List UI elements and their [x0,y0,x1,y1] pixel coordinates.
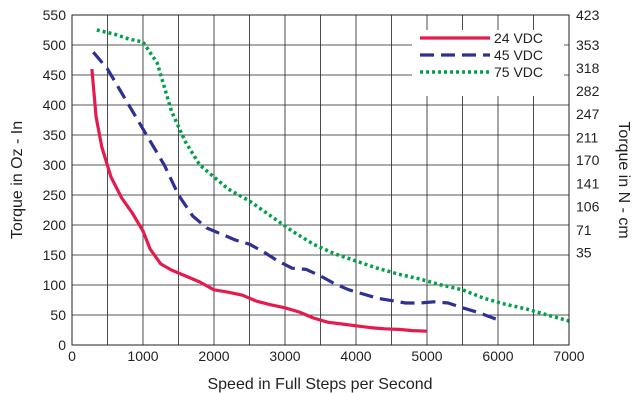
y2-tick-label: 247 [576,106,600,122]
legend-label: 45 VDC [494,47,543,63]
legend-box [412,30,564,96]
x-axis-ticks: 0 1000 2000 3000 4000 5000 6000 7000 [68,348,585,364]
plot-frame [71,14,570,346]
x-tick-label: 0 [68,348,76,364]
x-tick-label: 4000 [340,348,371,364]
y-tick-label: 300 [43,157,67,173]
y2-axis-ticks: 423 353 318 282 247 211 170 141 106 71 35 [576,7,600,261]
legend-label: 75 VDC [494,64,543,80]
y2-tick-label: 35 [576,245,592,261]
y-tick-label: 550 [43,7,67,23]
series-line-75-vdc [96,28,570,323]
y-tick-label: 50 [50,307,66,323]
y2-tick-label: 282 [576,83,600,99]
y-tick-label: 150 [43,247,67,263]
x-tick-label: 2000 [198,348,229,364]
y-tick-label: 500 [43,37,67,53]
series-line-24-vdc [90,68,428,333]
x-tick-label: 7000 [553,348,584,364]
y-tick-label: 450 [43,67,67,83]
y-tick-label: 200 [43,217,67,233]
y2-tick-label: 170 [576,152,600,168]
grid [72,15,569,345]
y-tick-label: 0 [58,337,66,353]
y-tick-label: 100 [43,277,67,293]
x-axis-title: Speed in Full Steps per Second [207,376,432,393]
y-tick-label: 400 [43,97,67,113]
y-tick-label: 350 [43,127,67,143]
y2-axis-title: Torque in N - cm [615,121,632,238]
x-tick-label: 3000 [269,348,300,364]
y2-tick-label: 318 [576,60,600,76]
y-axis-title: Torque in Oz - In [9,121,26,239]
y2-tick-label: 141 [576,176,600,192]
x-tick-label: 1000 [127,348,158,364]
y-tick-label: 250 [43,187,67,203]
x-tick-label: 5000 [411,348,442,364]
y2-tick-label: 106 [576,198,600,214]
series-lines [90,28,570,333]
series-line-45-vdc [92,51,499,322]
y2-tick-label: 211 [576,129,599,145]
y2-tick-label: 423 [576,7,600,23]
y2-tick-label: 353 [576,37,600,53]
y-axis-ticks: 0 50 100 150 200 250 300 350 400 450 500 550 [43,7,67,353]
legend-label: 24 VDC [494,30,543,46]
y2-tick-label: 71 [576,222,592,238]
x-tick-label: 6000 [482,348,513,364]
